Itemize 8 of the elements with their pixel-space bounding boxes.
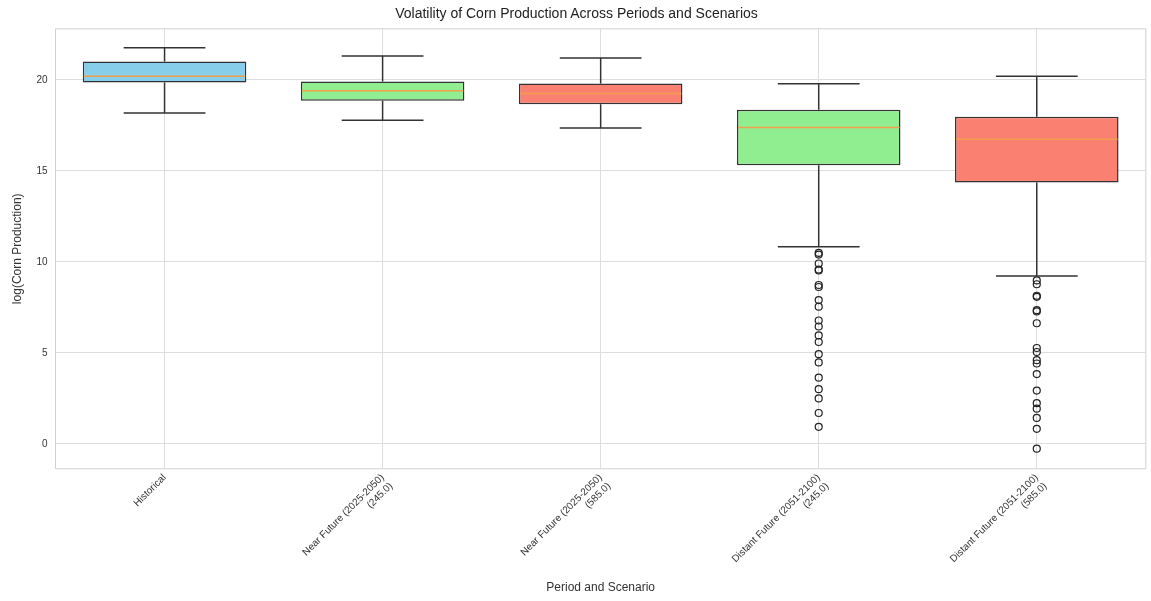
y-tick-label: 0 <box>41 437 48 449</box>
x-axis-title: Period and Scenario <box>546 580 656 595</box>
y-tick-label: 5 <box>41 346 48 358</box>
y-axis-title: log(Corn Production) <box>9 193 24 305</box>
y-tick-label: 15 <box>36 164 48 176</box>
y-tick-label: 10 <box>36 255 48 267</box>
y-tick-label: 20 <box>36 73 48 85</box>
chart-title: Volatility of Corn Production Across Periods and Scenarios <box>395 5 758 22</box>
